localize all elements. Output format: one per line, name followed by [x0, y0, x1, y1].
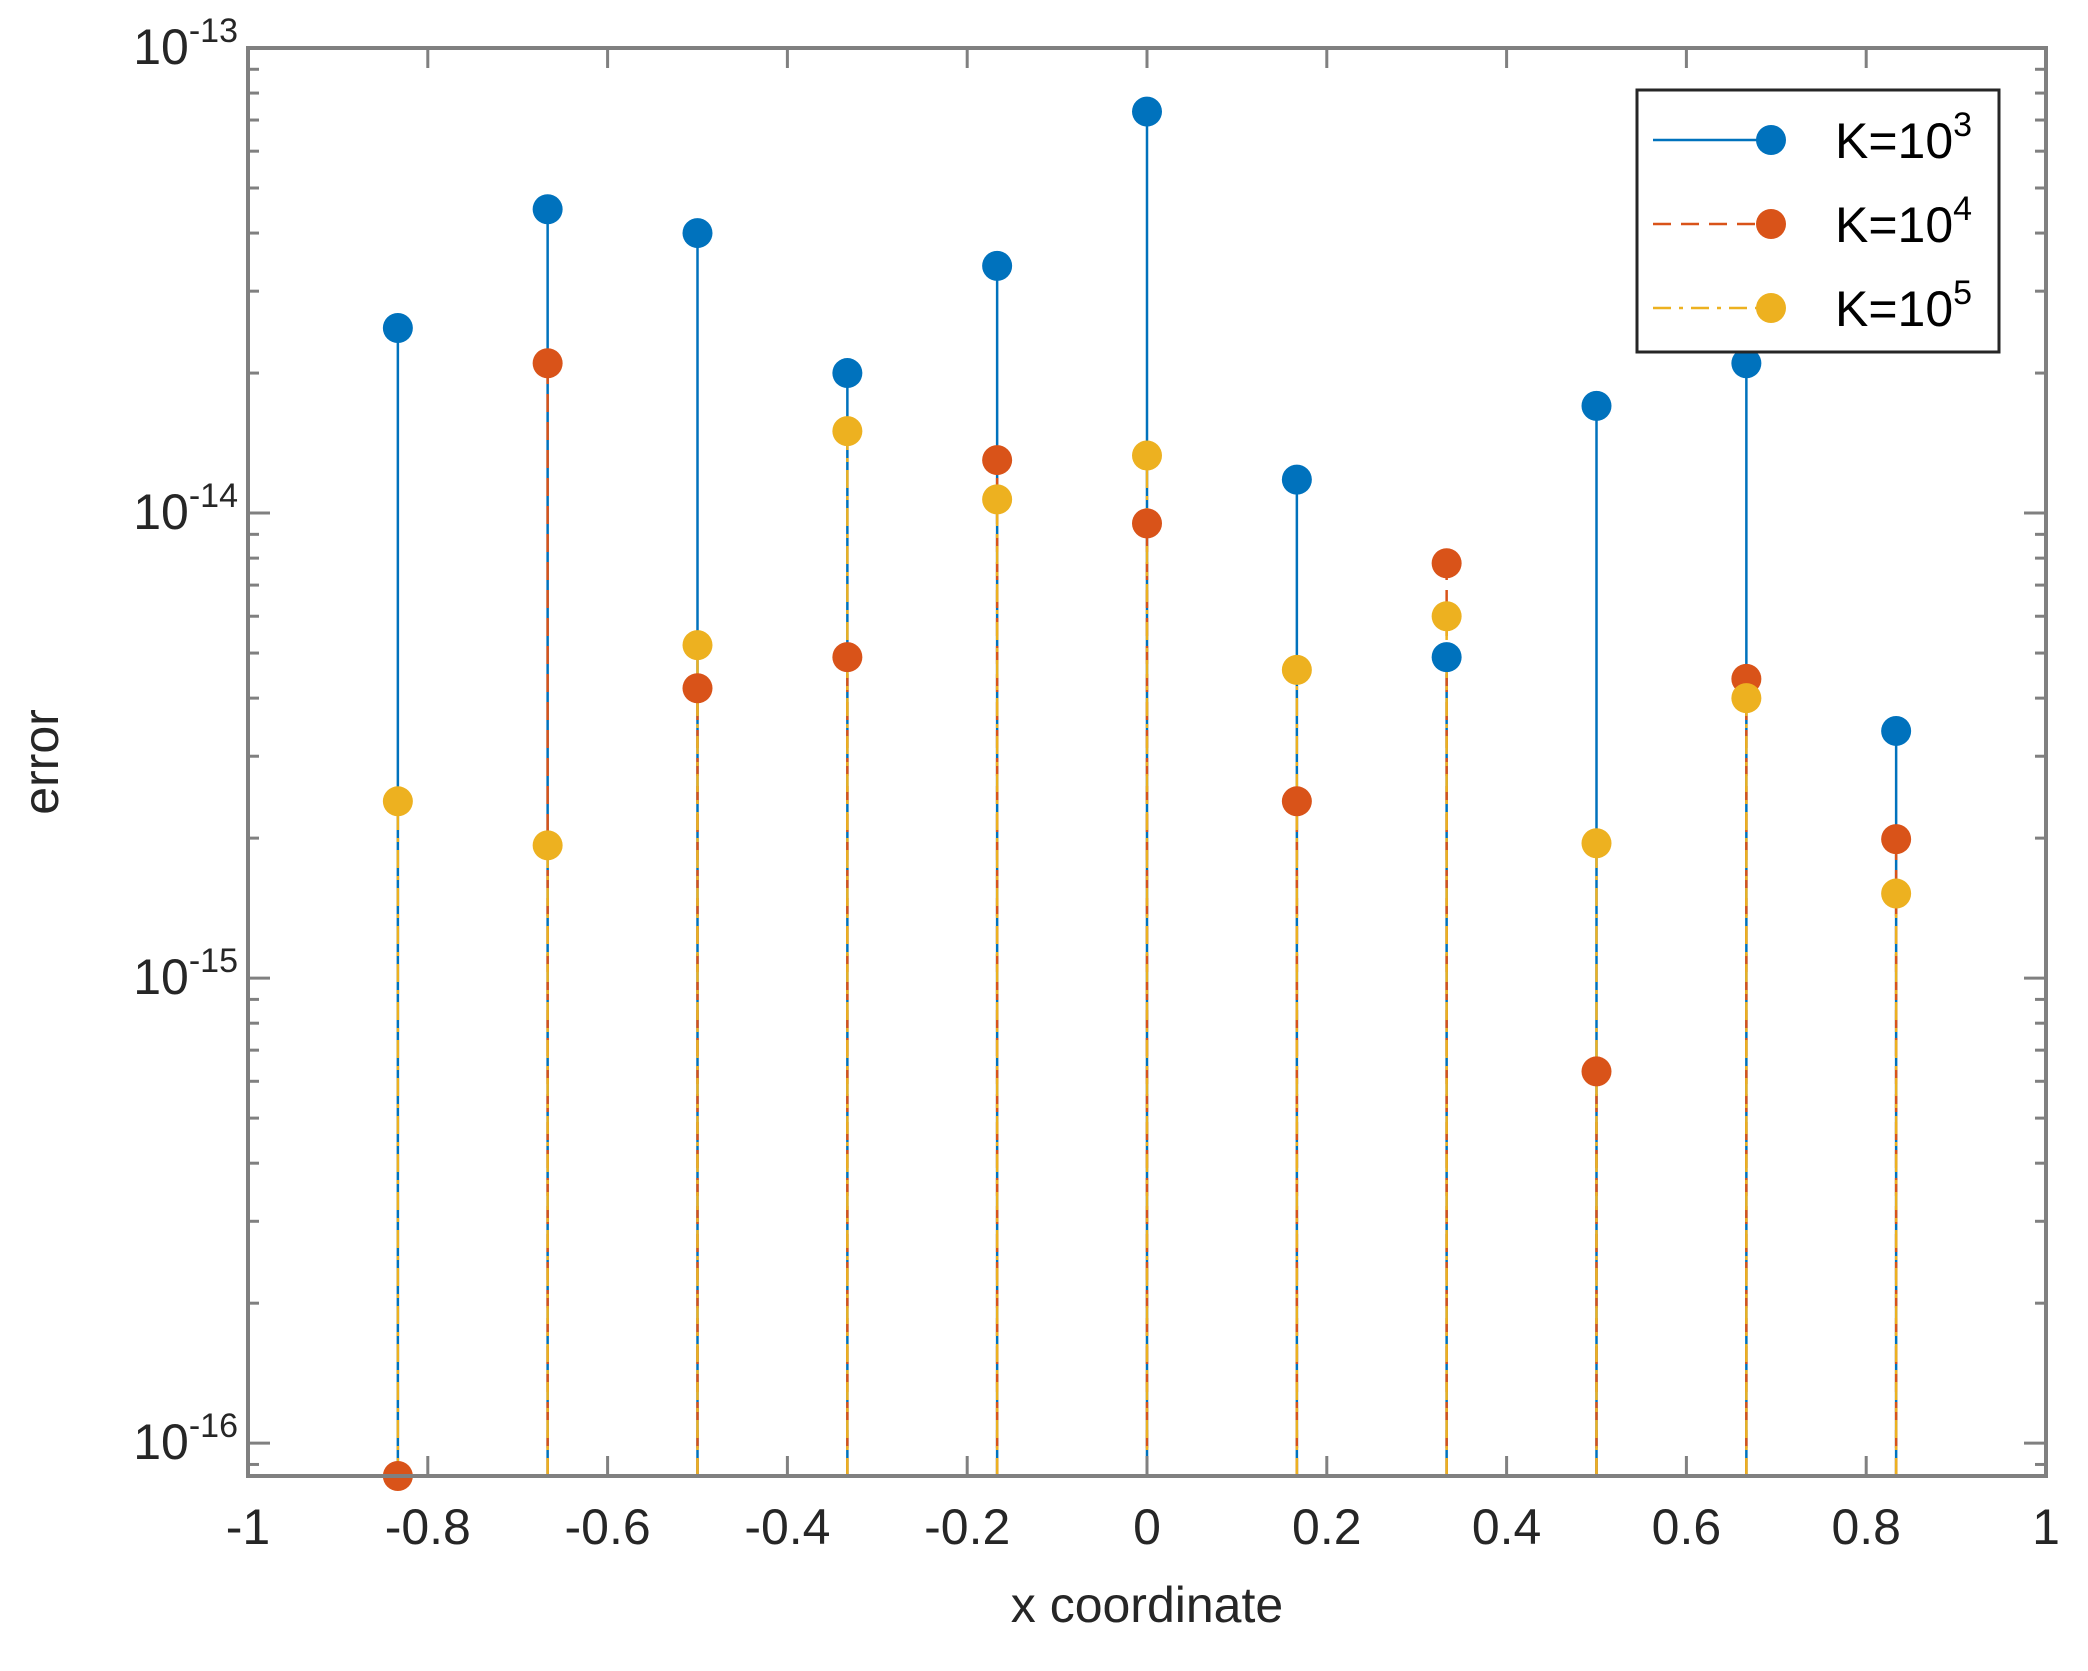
- y-tick-label: 10-16: [133, 1407, 238, 1470]
- legend-label: K=103: [1835, 106, 1972, 169]
- data-point: [1281, 464, 1312, 495]
- data-point: [1581, 1056, 1612, 1087]
- data-point: [1281, 786, 1312, 817]
- data-point: [1281, 654, 1312, 685]
- x-tick-label: -0.4: [744, 1499, 830, 1555]
- data-point: [1881, 878, 1912, 909]
- data-point: [832, 358, 863, 389]
- data-point: [982, 445, 1013, 476]
- data-point: [1581, 828, 1612, 859]
- data-point: [1881, 824, 1912, 855]
- data-point: [682, 630, 713, 661]
- y-tick-label: 10-15: [133, 942, 238, 1005]
- data-point: [1132, 440, 1162, 471]
- markers-layer: [382, 96, 1912, 1491]
- legend-label: K=104: [1835, 190, 1972, 253]
- x-tick-label: -0.8: [385, 1499, 471, 1555]
- x-tick-label: 0.8: [1831, 1499, 1901, 1555]
- x-tick-label: 0.4: [1472, 1499, 1542, 1555]
- data-point: [682, 218, 713, 249]
- x-tick-label: 0.6: [1652, 1499, 1722, 1555]
- series-1-markers: [382, 96, 1912, 746]
- data-point: [682, 673, 713, 704]
- y-axis-label: error: [13, 709, 69, 815]
- x-tick-label: -0.2: [924, 1499, 1010, 1555]
- x-tick-label: -0.6: [565, 1499, 651, 1555]
- data-point: [1431, 642, 1462, 673]
- y-tick-label: 10-14: [133, 477, 238, 540]
- series-3-stems: [396, 431, 1898, 1476]
- x-tick-label: 0.2: [1292, 1499, 1362, 1555]
- labels-layer: -1 -0.8 -0.6 -0.4 -0.2 0 0.2 0.4 0.6 0.8 1 10-16 10-…: [133, 12, 2060, 1555]
- legend-label: K=105: [1835, 274, 1972, 337]
- legend-marker: [1756, 293, 1786, 323]
- data-point: [982, 484, 1013, 515]
- x-tick-label: 0: [1133, 1499, 1161, 1555]
- data-point: [1431, 548, 1462, 579]
- data-point: [382, 786, 413, 817]
- data-point: [832, 416, 863, 447]
- legend-marker: [1756, 125, 1786, 155]
- data-point: [1731, 683, 1762, 714]
- data-point: [832, 642, 863, 673]
- data-point: [532, 830, 563, 861]
- data-point: [532, 194, 563, 225]
- data-point: [1431, 601, 1462, 632]
- x-tick-label: -1: [226, 1499, 270, 1555]
- data-point: [1881, 715, 1912, 746]
- y-tick-label: 10-13: [133, 12, 238, 75]
- data-point: [982, 250, 1013, 281]
- x-tick-label: 1: [2032, 1499, 2060, 1555]
- data-point: [1731, 348, 1762, 379]
- data-point: [1132, 508, 1162, 539]
- legend-marker: [1756, 209, 1786, 239]
- data-point: [1581, 390, 1612, 421]
- legend: K=103 K=104 K=105: [1635, 88, 2001, 354]
- data-point: [1132, 96, 1162, 127]
- series-3-markers: [382, 416, 1912, 909]
- stems-layer: [396, 111, 1898, 1476]
- ticks-layer: [246, 46, 2048, 1476]
- data-point: [532, 348, 563, 379]
- x-axis-label: x coordinate: [1011, 1577, 1283, 1633]
- data-point: [382, 312, 413, 343]
